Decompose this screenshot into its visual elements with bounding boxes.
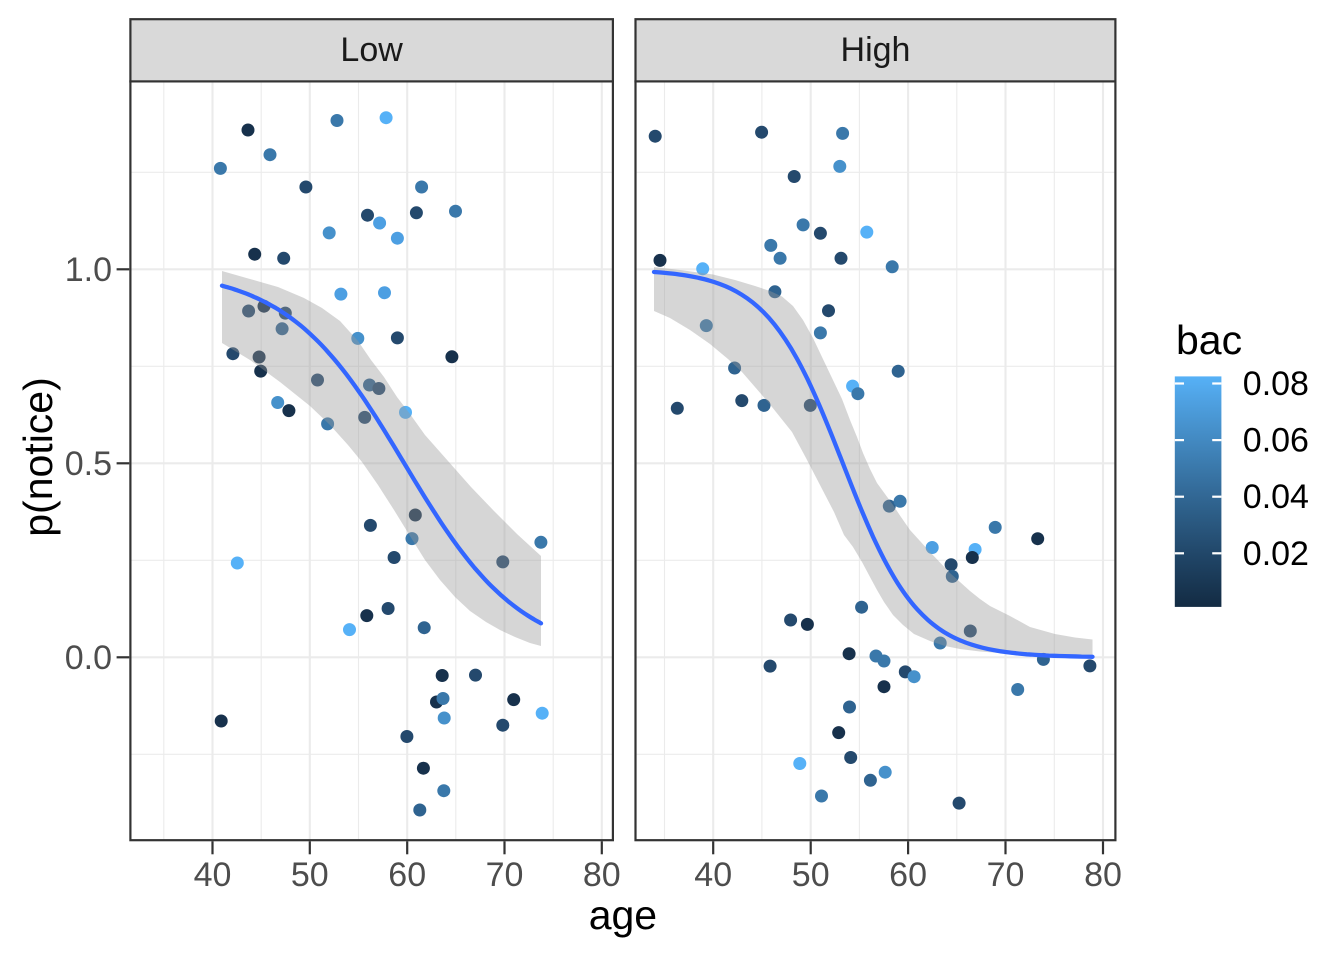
svg-text:80: 80: [583, 856, 621, 894]
svg-text:bac: bac: [1176, 317, 1242, 363]
svg-text:0.06: 0.06: [1243, 422, 1309, 460]
svg-text:age: age: [589, 892, 657, 938]
svg-text:p(notice): p(notice): [15, 377, 61, 537]
svg-text:Low: Low: [340, 31, 403, 69]
svg-text:70: 70: [987, 856, 1025, 894]
svg-text:60: 60: [889, 856, 927, 894]
svg-text:0.5: 0.5: [65, 445, 112, 483]
svg-text:40: 40: [194, 856, 232, 894]
svg-text:80: 80: [1084, 856, 1122, 894]
svg-text:50: 50: [291, 856, 329, 894]
svg-text:0.08: 0.08: [1243, 365, 1309, 403]
svg-text:0.04: 0.04: [1243, 478, 1309, 516]
svg-text:50: 50: [792, 856, 830, 894]
svg-text:60: 60: [388, 856, 426, 894]
svg-text:40: 40: [694, 856, 732, 894]
svg-text:0.02: 0.02: [1243, 535, 1309, 573]
svg-text:1.0: 1.0: [65, 251, 112, 289]
svg-text:High: High: [841, 31, 911, 69]
svg-text:0.0: 0.0: [65, 639, 112, 677]
svg-text:70: 70: [486, 856, 524, 894]
